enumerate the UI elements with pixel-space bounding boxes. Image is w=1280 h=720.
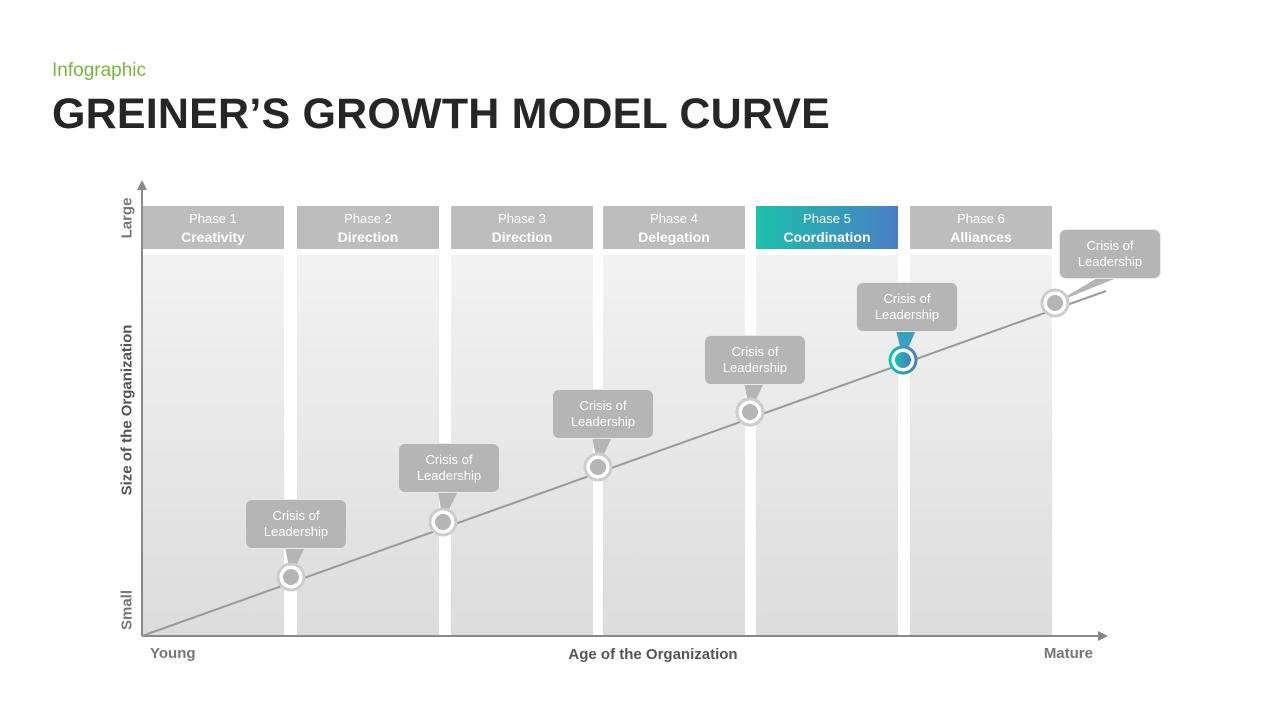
y-bottom-label: Small: [118, 589, 136, 631]
x-arrow: [1098, 631, 1108, 641]
y-axis-label: Size of the Organization: [118, 324, 136, 496]
x-right-label: Mature: [1043, 645, 1093, 662]
crisis-marker: [283, 569, 299, 585]
phase-name: Creativity: [181, 229, 245, 245]
phase-label: Phase 4: [650, 211, 698, 226]
crisis-marker: [590, 459, 606, 475]
crisis-marker: [742, 404, 758, 420]
crisis-marker: [1055, 277, 1119, 303]
phase-name: Direction: [491, 229, 553, 245]
phase-header: Phase 5 Coordination: [756, 206, 898, 249]
phase-name: Coordination: [783, 229, 871, 245]
phase-label: Phase 6: [957, 211, 1005, 226]
phase-label: Phase 2: [344, 211, 392, 226]
phase-column: [142, 255, 284, 636]
callout: Crisis of Leadership: [856, 282, 958, 332]
x-axis-label: Age of the Organization: [568, 646, 738, 663]
callout: Crisis of Leadership: [552, 389, 654, 439]
y-arrow: [137, 180, 147, 190]
phase-header: Phase 4 Delegation: [603, 206, 745, 249]
callout: Crisis of Leadership: [245, 499, 347, 549]
y-top-label: Large: [118, 197, 136, 239]
crisis-marker: [435, 514, 451, 530]
phase-label: Phase 5: [803, 211, 851, 226]
phase-header: Phase 2 Direction: [297, 206, 439, 249]
phase-header: Phase 3 Direction: [451, 206, 593, 249]
phase-name: Direction: [337, 229, 399, 245]
phase-label: Phase 3: [498, 211, 546, 226]
phase-header: Phase 1 Creativity: [142, 206, 284, 249]
crisis-marker: [896, 330, 916, 360]
crisis-marker: [1047, 295, 1063, 311]
callout: Crisis of Leadership: [398, 443, 500, 493]
phase-name: Alliances: [950, 229, 1012, 245]
callout: Crisis of Leadership: [1059, 229, 1161, 279]
callout: Crisis of Leadership: [704, 335, 806, 385]
crisis-marker: [895, 352, 911, 368]
phase-label: Phase 1: [189, 211, 237, 226]
phase-name: Delegation: [638, 229, 710, 245]
subtitle: Infographic: [52, 60, 147, 81]
title: GREINER’S GROWTH MODEL CURVE: [52, 90, 831, 138]
x-left-label: Young: [150, 645, 196, 662]
phase-header: Phase 6 Alliances: [910, 206, 1052, 249]
